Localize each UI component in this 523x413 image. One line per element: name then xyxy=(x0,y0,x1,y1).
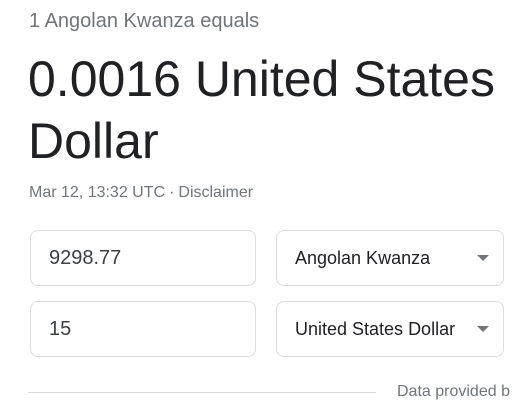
chevron-down-icon xyxy=(477,326,489,332)
to-amount-field[interactable] xyxy=(30,301,256,357)
rate-meta: Mar 12, 13:32 UTC · Disclaimer xyxy=(29,184,253,202)
chevron-down-icon xyxy=(477,255,489,261)
to-currency-select[interactable]: United States Dollar xyxy=(276,301,504,357)
from-currency-select[interactable]: Angolan Kwanza xyxy=(276,230,504,286)
from-amount-field[interactable] xyxy=(30,230,256,286)
data-provider-link[interactable]: Data provided b xyxy=(397,383,510,400)
conversion-result: 0.0016 United States Dollar xyxy=(28,51,495,169)
from-amount-input[interactable] xyxy=(31,231,255,285)
to-amount-input[interactable] xyxy=(31,302,255,356)
disclaimer-link[interactable]: Disclaimer xyxy=(178,184,254,201)
meta-separator: · xyxy=(169,184,175,201)
to-currency-label: United States Dollar xyxy=(295,318,456,339)
from-currency-label: Angolan Kwanza xyxy=(295,247,431,268)
rate-timestamp: Mar 12, 13:32 UTC xyxy=(29,184,166,201)
footer-divider xyxy=(28,392,376,393)
conversion-equals-label: 1 Angolan Kwanza equals xyxy=(29,10,260,32)
